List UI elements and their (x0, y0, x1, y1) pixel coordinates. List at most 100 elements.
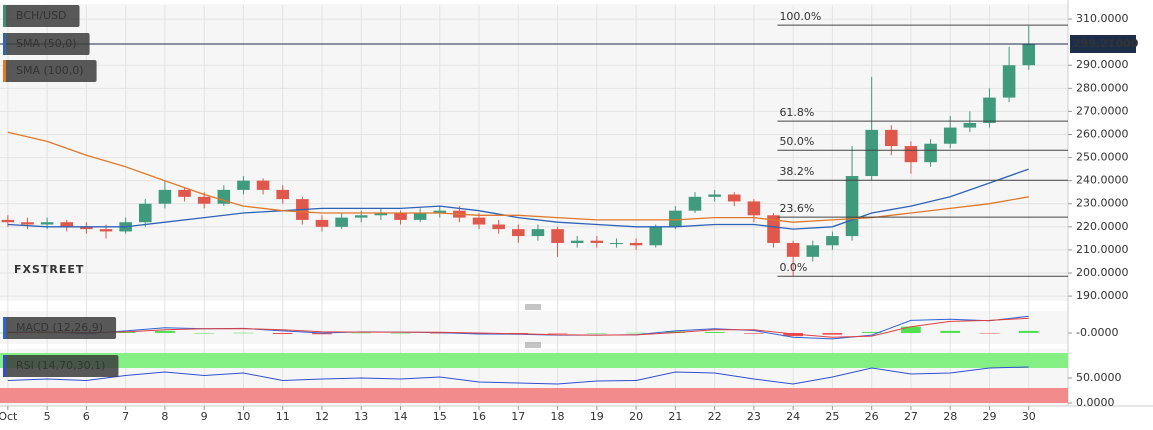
x-tick-label: 12 (315, 410, 329, 423)
histogram-bar (744, 332, 764, 334)
candle-body (983, 97, 996, 123)
candle-body (413, 212, 427, 220)
last-price-label: 299.21000 (1073, 37, 1139, 50)
histogram-bar (312, 332, 332, 335)
histogram-bar (587, 332, 607, 334)
x-tick-label: 22 (708, 410, 722, 423)
x-tick-label: 10 (236, 410, 250, 423)
candle-body (237, 180, 250, 190)
candle-body (629, 242, 643, 246)
y-tick-label: 190.0000 (1076, 289, 1129, 302)
candle-body (197, 196, 211, 204)
legend-swatch (3, 33, 6, 55)
candle-body (99, 229, 113, 232)
y-tick-label: 260.0000 (1076, 127, 1129, 140)
candle-body (570, 240, 584, 243)
candle-body (865, 129, 878, 177)
x-tick-label: 25 (825, 410, 839, 423)
legend-box (3, 5, 80, 27)
candle-body (1022, 43, 1036, 66)
candle-body (138, 203, 152, 223)
candle-body (21, 222, 34, 225)
candle-body (943, 127, 957, 144)
histogram-bar (272, 332, 293, 335)
candle-body (492, 224, 505, 230)
panel-handle (525, 304, 541, 348)
x-tick-label: 23 (747, 410, 761, 423)
histogram-bar (194, 332, 214, 334)
y-tick-label: 290.0000 (1076, 58, 1129, 71)
histogram-bar (508, 332, 529, 334)
candle-body (374, 212, 388, 216)
candle-body (1002, 65, 1016, 98)
x-tick-label: 15 (433, 410, 447, 423)
y-tick-label: 250.0000 (1076, 151, 1129, 164)
histogram-bar (704, 331, 725, 333)
candle-body (826, 236, 839, 246)
candle-body (551, 229, 564, 243)
candle-body (80, 226, 93, 230)
y-tick-label: 270.0000 (1076, 104, 1129, 117)
x-tick-label: 21 (668, 410, 682, 423)
indicator-line (7, 317, 1029, 338)
histogram-bar (822, 332, 843, 335)
rsi-band (0, 353, 1068, 368)
x-tick-label: 7 (122, 410, 129, 423)
x-tick-label: 14 (394, 410, 408, 423)
histogram-bar (626, 332, 646, 334)
x-tick-label: 20 (629, 410, 643, 423)
histogram-bar (979, 332, 1000, 334)
y-tick-label: 0.0000 (1076, 396, 1115, 409)
fib-label: 50.0% (779, 135, 814, 148)
candle-body (963, 122, 977, 128)
histogram-bar (861, 331, 882, 333)
fib-label: 38.2% (779, 165, 814, 178)
legend-label: BCH/USD (16, 9, 67, 22)
histogram-bar (390, 332, 411, 334)
candle-body (885, 129, 898, 147)
legend-label: SMA (100,0) (16, 64, 84, 77)
legend-item: SMA (100,0) (3, 60, 97, 82)
histogram-bar (940, 330, 961, 333)
candle-body (433, 210, 447, 213)
y-tick-label: 240.0000 (1076, 174, 1129, 187)
candle-body (276, 189, 289, 200)
last-price-box (1070, 34, 1136, 53)
x-tick-label: 26 (865, 410, 879, 423)
main-panel (0, 4, 1068, 301)
y-tick-label: 280.0000 (1076, 81, 1129, 94)
legend-box (3, 355, 119, 377)
candle-body (845, 176, 859, 237)
candle-body (669, 210, 682, 227)
fib-label: 23.6% (779, 202, 814, 215)
legend-swatch (3, 355, 6, 377)
histogram-bar (901, 326, 921, 333)
candle-body (472, 217, 486, 225)
x-tick-label: 11 (276, 410, 290, 423)
sma-line (7, 131, 1029, 223)
x-tick-label: 9 (201, 410, 208, 423)
x-tick-label: 5 (44, 410, 51, 423)
legend-swatch (3, 60, 6, 82)
rsi-band (0, 388, 1068, 403)
candle-body (178, 189, 191, 197)
fib-label: 100.0% (779, 10, 821, 23)
candle-body (610, 242, 623, 244)
candle-body (590, 240, 604, 243)
x-tick-label: 27 (904, 410, 918, 423)
candle-body (315, 219, 329, 227)
legend-box (3, 60, 97, 82)
candle-body (767, 215, 780, 243)
x-tick-label: 29 (982, 410, 996, 423)
histogram-bar (547, 332, 568, 334)
legend-swatch (3, 317, 6, 339)
x-tick-label: 17 (511, 410, 525, 423)
x-tick-label: 16 (472, 410, 486, 423)
candle-body (924, 143, 937, 163)
x-tick-label: 6 (83, 410, 90, 423)
candle-body (708, 194, 721, 197)
candle-body (727, 194, 741, 202)
candle-body (806, 245, 820, 257)
candle-body (354, 215, 368, 218)
